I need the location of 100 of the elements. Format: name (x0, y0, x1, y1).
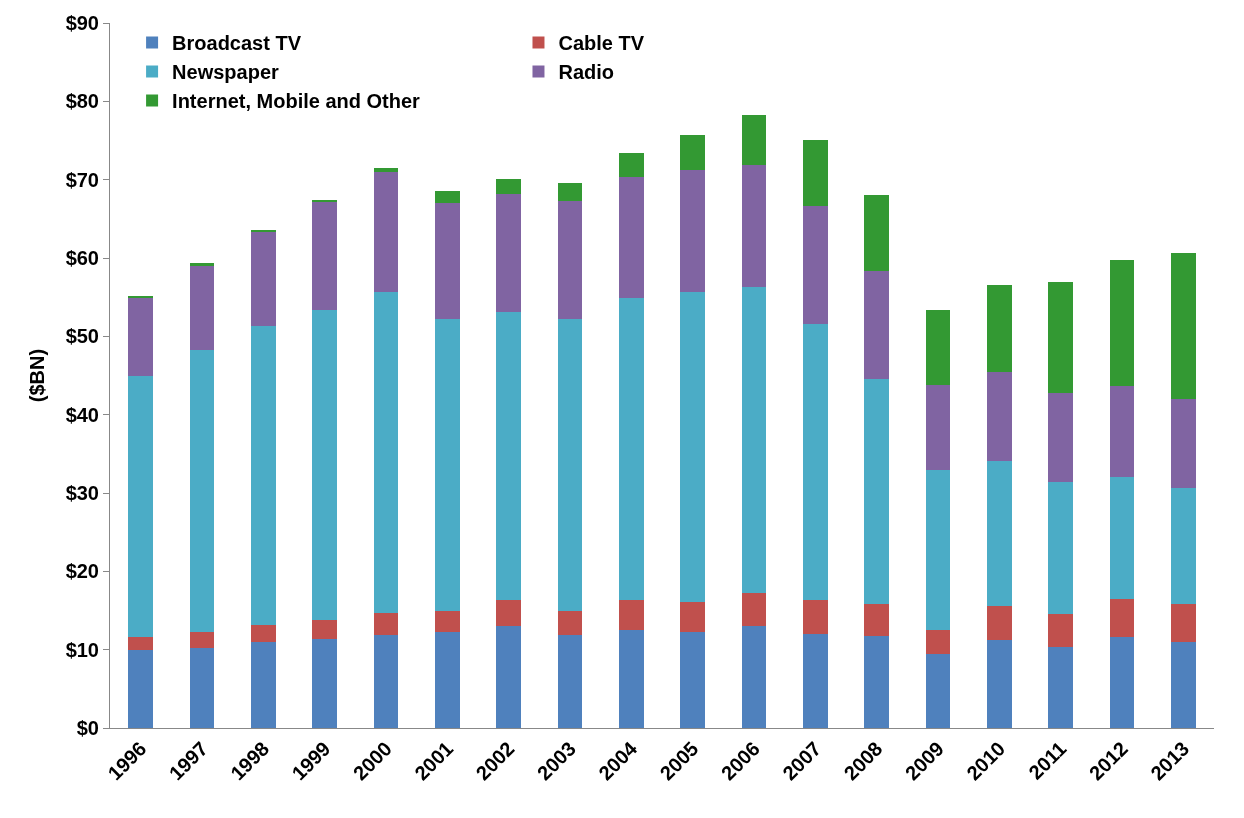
bar (741, 164, 767, 287)
bar (803, 600, 828, 634)
bar (373, 612, 399, 635)
bar (312, 309, 337, 620)
bar (803, 205, 828, 324)
bar (1109, 260, 1135, 387)
bar (557, 182, 583, 201)
y-tick-label: $60 (65, 247, 99, 269)
bar (496, 178, 521, 194)
bar (741, 115, 767, 165)
bar (925, 384, 951, 471)
bar (557, 611, 583, 635)
bar (251, 232, 276, 327)
bar (496, 193, 521, 313)
bar (435, 631, 460, 728)
y-tick-label: $10 (65, 638, 99, 661)
bar (987, 372, 1012, 461)
bar (925, 470, 951, 631)
legend-label: Newspaper (172, 61, 280, 84)
bar (803, 139, 828, 206)
bar (557, 634, 583, 728)
y-tick-label: $0 (76, 717, 99, 739)
bar (189, 265, 215, 351)
bar (864, 194, 889, 272)
bar (619, 600, 644, 631)
bar (1048, 647, 1073, 728)
bar (128, 649, 153, 728)
bar (680, 170, 705, 293)
bar (619, 153, 644, 178)
bar (1109, 386, 1135, 477)
legend-label: Cable TV (558, 32, 645, 55)
bar (680, 135, 705, 171)
bar (1109, 637, 1135, 728)
bar (741, 626, 767, 728)
bar (1048, 392, 1073, 483)
bar (1171, 253, 1196, 399)
y-axis-title: ($BN) (26, 348, 49, 403)
bar (557, 319, 583, 612)
y-tick-label: $30 (65, 482, 99, 504)
legend-label: Internet, Mobile and Other (172, 90, 421, 113)
bar (741, 593, 767, 627)
bar (1109, 598, 1135, 638)
bar (496, 600, 521, 627)
bar (1171, 604, 1196, 642)
bar (987, 640, 1012, 728)
bar (251, 625, 276, 642)
bar (680, 631, 705, 728)
bar (373, 171, 399, 293)
bar (1048, 482, 1073, 615)
bar (1171, 399, 1196, 488)
bar (864, 271, 889, 379)
y-tick-label: $80 (65, 90, 99, 113)
y-tick-label: $90 (65, 12, 99, 34)
y-tick-label: $50 (65, 325, 99, 348)
bar (373, 167, 399, 172)
bar (987, 460, 1012, 606)
bar (251, 326, 276, 626)
bar (987, 285, 1012, 373)
bar (189, 632, 215, 649)
bar (373, 634, 399, 728)
bar (435, 611, 460, 632)
bar (435, 203, 460, 320)
bar (435, 319, 460, 612)
bar (557, 200, 583, 320)
legend-label: Broadcast TV (172, 32, 302, 55)
bar (189, 263, 215, 266)
y-tick-label: $20 (65, 560, 99, 583)
bar (435, 191, 460, 204)
bar (496, 312, 521, 601)
bar (864, 378, 889, 605)
bar (619, 630, 644, 728)
bar (925, 654, 951, 728)
bar (128, 375, 153, 638)
bar (312, 202, 337, 310)
bar (925, 310, 951, 385)
bar (496, 626, 521, 728)
bar (925, 630, 951, 655)
bar (1048, 614, 1073, 648)
bar (128, 297, 153, 376)
bar (1171, 641, 1196, 728)
y-tick-label: $70 (65, 168, 99, 191)
bar (864, 635, 889, 728)
bar (312, 619, 337, 639)
bar (189, 350, 215, 633)
bar (741, 286, 767, 594)
bar (128, 637, 153, 650)
y-tick-label: $40 (65, 403, 99, 426)
bar (189, 648, 215, 728)
bar (312, 638, 337, 728)
bar (1048, 281, 1073, 393)
bar (619, 297, 644, 601)
bar (619, 177, 644, 298)
bar (864, 604, 889, 636)
bar (373, 292, 399, 613)
bar (680, 292, 705, 602)
bar (680, 601, 705, 632)
legend-label: Radio (558, 61, 615, 84)
bar (803, 634, 828, 728)
bar (251, 641, 276, 728)
bar (1171, 487, 1196, 605)
